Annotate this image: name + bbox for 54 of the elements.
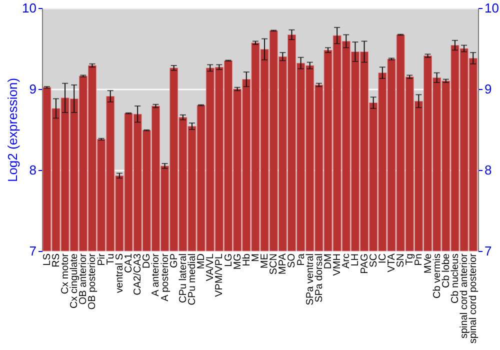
x-tick-label: SPa dorsal bbox=[314, 254, 325, 302]
y2-tick-label: 7 bbox=[484, 244, 492, 258]
x-tick-label: SN bbox=[396, 254, 407, 268]
x-tick-label: Tu bbox=[105, 254, 116, 265]
y-axis-title: Log2 (expression) bbox=[5, 78, 20, 182]
y-tick-label: 7 bbox=[29, 244, 36, 258]
y-tick-label: 8 bbox=[29, 162, 36, 178]
x-tick-label: CPu lateral bbox=[178, 254, 189, 303]
x-tick-label: Cb lobe bbox=[440, 253, 452, 288]
x-tick-label: Cx cingulate bbox=[69, 253, 80, 309]
x-tick-label: SC bbox=[368, 254, 380, 268]
x-tick-label: Hb bbox=[241, 253, 252, 266]
x-tick-label: VTA bbox=[386, 253, 398, 272]
x-tick-label: spinal cord anterior bbox=[459, 252, 470, 339]
x-tick-label: MG bbox=[232, 253, 244, 270]
y2-tick-label: 8 bbox=[484, 162, 492, 178]
x-tick-label: MVe bbox=[422, 253, 434, 274]
x-tick-label: Arc bbox=[341, 254, 352, 268]
x-tick-label: CA2/CA3 bbox=[132, 253, 144, 296]
y-tick-label: 9 bbox=[29, 82, 36, 96]
x-tick-label: SPa ventral bbox=[304, 254, 316, 306]
x-tick-label: GP bbox=[168, 253, 180, 268]
y2-tick-label: 10 bbox=[484, 0, 499, 16]
x-tick-label: LS bbox=[42, 253, 53, 266]
x-tick-label: spinal cord posterior bbox=[468, 252, 480, 344]
x-tick-label: DG bbox=[142, 253, 153, 268]
y-tick-label: 10 bbox=[22, 0, 36, 16]
x-tick-label: Pn bbox=[414, 254, 425, 266]
x-tick-label: SCN bbox=[268, 254, 280, 275]
x-tick-label: IC bbox=[377, 254, 388, 264]
x-tick-label: PAG bbox=[359, 253, 370, 274]
x-tick-label: LG bbox=[223, 253, 234, 267]
x-tick-label: Cb vermis bbox=[432, 254, 443, 299]
x-tick-label: A posterior bbox=[160, 252, 171, 302]
x-tick-label: A anterior bbox=[150, 252, 162, 296]
x-tick-label: Pa bbox=[296, 253, 307, 266]
x-tick-label: MPA bbox=[278, 253, 289, 274]
x-tick-label: VPM/VPL bbox=[214, 253, 226, 297]
x-tick-label: OB posterior bbox=[87, 252, 98, 310]
x-tick-label: LH bbox=[350, 254, 362, 266]
x-tick-label: RS bbox=[50, 253, 62, 268]
x-tick-label: OB anterior bbox=[78, 252, 90, 305]
x-tick-label: Cb nucleus bbox=[450, 254, 461, 304]
x-tick-label: M bbox=[250, 254, 262, 262]
x-tick-label: Tg bbox=[404, 254, 416, 266]
x-tick-label: DM bbox=[323, 254, 334, 270]
x-tick-label: CPu medial bbox=[186, 254, 198, 306]
x-tick-label: Pir bbox=[96, 252, 108, 266]
x-tick-label: ventral S bbox=[114, 253, 126, 293]
y2-tick-label: 9 bbox=[484, 82, 492, 96]
x-tick-label: CA1 bbox=[124, 253, 135, 273]
x-tick-label: VMH bbox=[332, 254, 344, 276]
x-tick-label: SO bbox=[286, 253, 298, 268]
x-tick-label: ME bbox=[260, 253, 271, 268]
